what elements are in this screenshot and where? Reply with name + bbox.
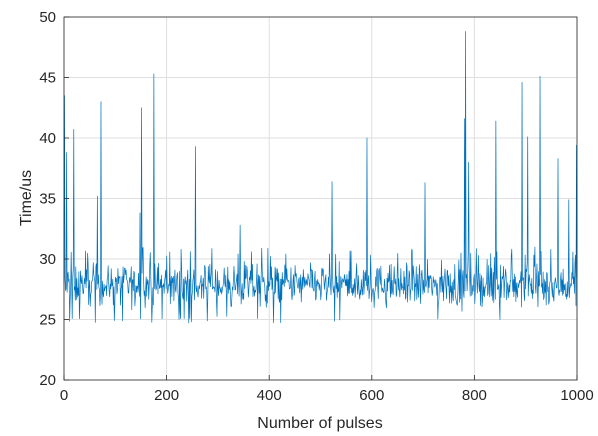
y-axis-label: Time/us xyxy=(18,170,35,226)
x-axis-label: Number of pulses xyxy=(257,415,382,432)
x-axis-ticks: 0 200 400 600 800 1000 xyxy=(60,375,594,404)
y-tick-label: 20 xyxy=(39,372,56,389)
series-line xyxy=(63,31,578,324)
y-tick-label: 40 xyxy=(39,130,56,147)
x-tick-label: 1000 xyxy=(560,387,593,404)
y-tick-label: 25 xyxy=(39,312,56,329)
x-tick-label: 200 xyxy=(154,387,179,404)
x-tick-label: 800 xyxy=(462,387,487,404)
y-tick-label: 50 xyxy=(39,9,56,26)
series-layer xyxy=(63,31,578,324)
y-tick-label: 45 xyxy=(39,70,56,87)
x-tick-label: 0 xyxy=(60,387,68,404)
y-axis-ticks: 20 25 30 35 40 45 50 xyxy=(39,9,69,389)
x-tick-label: 600 xyxy=(359,387,384,404)
x-tick-label: 400 xyxy=(257,387,282,404)
y-tick-label: 30 xyxy=(39,251,56,268)
y-tick-label: 35 xyxy=(39,191,56,208)
grid-lines xyxy=(63,16,578,381)
